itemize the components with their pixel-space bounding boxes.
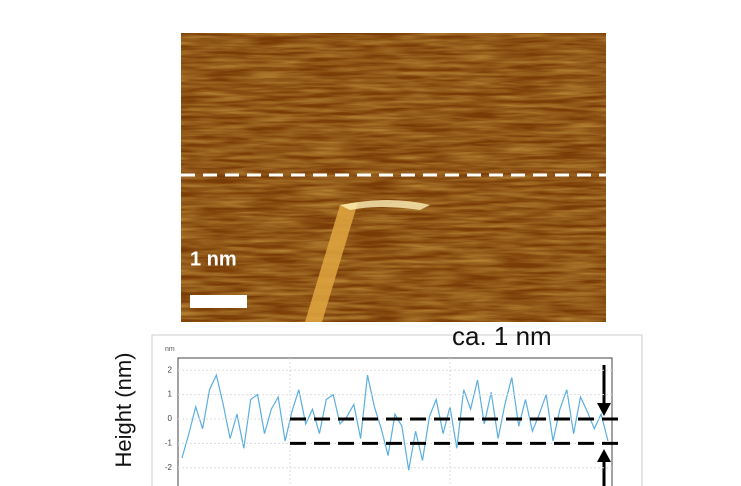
plot-area bbox=[177, 357, 613, 486]
y-tick-label: 1 bbox=[168, 390, 173, 399]
y-tick-label: 2 bbox=[168, 365, 173, 374]
data-line bbox=[181, 373, 609, 471]
y-tick-label: -1 bbox=[165, 439, 173, 448]
afm-image: 1 nm bbox=[181, 33, 606, 322]
y-axis-label: Height (nm) bbox=[111, 353, 136, 468]
plot-frame bbox=[151, 334, 643, 486]
arrows bbox=[597, 365, 611, 486]
y-unit: nm bbox=[165, 346, 175, 353]
annotation: ca. 1 nm bbox=[452, 321, 552, 351]
y-tick-label: 0 bbox=[168, 414, 173, 423]
y-tick-label: -2 bbox=[165, 463, 173, 472]
scale-label: 1 nm bbox=[190, 248, 237, 270]
